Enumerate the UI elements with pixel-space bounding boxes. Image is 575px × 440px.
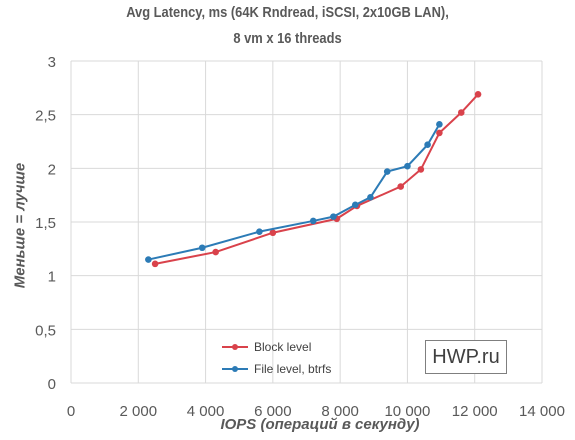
data-point-1 [351, 201, 359, 209]
data-point-0 [417, 166, 425, 173]
chart-title-line1: Avg Latency, ms (64K Rndread, iSCSI, 2x1… [126, 4, 449, 21]
y-tick-label: 1 [48, 269, 56, 286]
x-tick-label: 0 [67, 403, 75, 420]
data-point-1 [198, 244, 206, 252]
chart-title-line2: 8 vm x 16 threads [233, 30, 342, 47]
series-line-1 [148, 123, 441, 261]
data-point-1 [383, 168, 391, 175]
data-point-0 [397, 183, 405, 190]
data-point-1 [256, 228, 263, 235]
legend-item-block-level: Block level [222, 336, 331, 358]
data-point-0 [457, 109, 465, 116]
x-tick-label: 4 000 [187, 403, 225, 420]
legend-label-block-level: Block level [254, 340, 312, 354]
data-point-1 [436, 121, 443, 128]
x-tick-label: 10 000 [384, 403, 430, 420]
data-point-1 [330, 213, 337, 220]
data-point-1 [309, 217, 317, 225]
y-tick-label: 0 [48, 376, 56, 393]
legend-label-file-level: File level, btrfs [254, 362, 332, 376]
legend-swatch-block-level [222, 342, 248, 352]
data-point-1 [145, 256, 152, 263]
y-tick-label: 3 [48, 54, 56, 71]
x-tick-label: 14 000 [519, 403, 565, 420]
data-point-1 [367, 194, 374, 201]
legend-item-file-level: File level, btrfs [222, 358, 331, 380]
data-point-0 [269, 229, 277, 237]
legend: Block level File level, btrfs [222, 336, 331, 380]
x-tick-label: 2 000 [120, 403, 158, 420]
y-tick-label: 2 [48, 161, 56, 178]
data-point-1 [404, 162, 411, 170]
y-tick-label: 1,5 [35, 215, 56, 232]
x-axis-title: IOPS (операций в секунду) [220, 416, 420, 433]
legend-swatch-file-level [222, 364, 248, 374]
data-point-0 [474, 90, 482, 98]
data-point-0 [212, 248, 219, 256]
y-tick-label: 2,5 [35, 108, 56, 125]
y-axis-title: Меньше = лучше [11, 162, 29, 289]
data-point-1 [424, 141, 431, 149]
x-tick-label: 12 000 [452, 403, 498, 420]
watermark: HWP.ru [425, 340, 507, 374]
y-tick-label: 0,5 [35, 322, 56, 339]
data-point-0 [436, 129, 443, 137]
x-tick-label: 8 000 [321, 403, 359, 420]
x-tick-label: 6 000 [254, 403, 292, 420]
data-point-0 [151, 260, 159, 268]
series-line-0 [154, 93, 479, 265]
